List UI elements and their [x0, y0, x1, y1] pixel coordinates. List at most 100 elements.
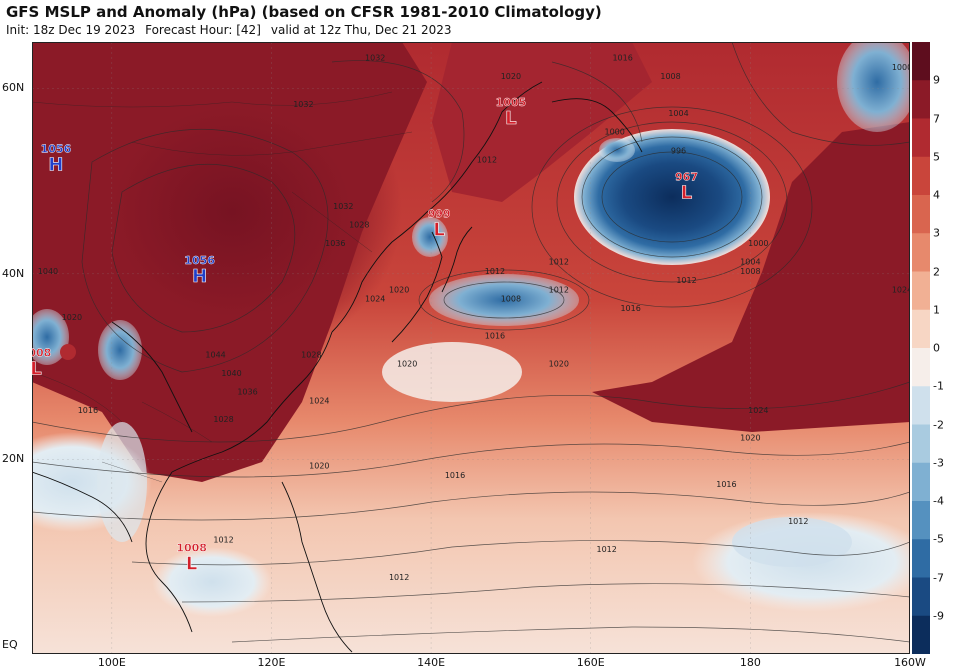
- pressure-center-value: 1008: [176, 541, 207, 554]
- isobar-label: 1008: [740, 267, 760, 276]
- isobar-label: 1016: [612, 54, 632, 63]
- pressure-center-value: 1056: [184, 254, 215, 267]
- isobar-label: 1012: [549, 285, 569, 294]
- colorbar-tick-label: 2: [933, 265, 940, 278]
- isobar-label: 1012: [788, 517, 808, 526]
- isobar-label: 1020: [62, 313, 82, 322]
- colorbar-segment: [912, 462, 930, 502]
- pressure-center-value: 1056: [41, 143, 72, 156]
- longitude-label: 140E: [417, 656, 446, 669]
- isobar-label: 1028: [301, 350, 321, 359]
- colorbar-segment: [912, 424, 930, 464]
- chart-subtitle: Init: 18z Dec 19 2023 Forecast Hour: [42]…: [6, 23, 462, 37]
- colorbar-tick-label: -2: [933, 418, 944, 431]
- isobar-label: 1020: [501, 72, 521, 81]
- colorbar-segment: [912, 539, 930, 578]
- colorbar-segment: [912, 271, 930, 311]
- isobar-label: 1012: [477, 156, 497, 165]
- isobar-label: 1016: [445, 471, 465, 480]
- isobar-label: 1040: [221, 369, 241, 378]
- isobar-label: 1008: [501, 295, 521, 304]
- isobar-label: 1000: [604, 128, 624, 137]
- isobar-label: 1012: [389, 573, 409, 582]
- longitude-label: 120E: [257, 656, 286, 669]
- colorbar-tick-label: -5: [933, 532, 944, 546]
- isobar-label: 1040: [38, 267, 58, 276]
- isobar-label: 1004: [740, 258, 760, 267]
- colorbar-segment: [912, 42, 930, 81]
- isobar-label: 1016: [485, 332, 505, 341]
- bering-anomaly: [432, 42, 652, 202]
- high-pressure-symbol: H: [192, 266, 207, 287]
- isobar-label: 1036: [325, 239, 345, 248]
- isobar-label: 1024: [748, 406, 768, 415]
- colorbar-tick-label: 5: [933, 150, 940, 164]
- isobar-label: 1024: [309, 397, 329, 406]
- colorbar-tick-label: 9: [933, 73, 940, 87]
- isobar-label: 1016: [620, 304, 640, 313]
- colorbar-segment: [912, 195, 930, 234]
- isobar-label: 1020: [309, 462, 329, 471]
- isobar-label: 1012: [597, 545, 617, 554]
- chart-title: GFS MSLP and Anomaly (hPa) (based on CFS…: [6, 3, 602, 21]
- colorbar-tick-label: 4: [933, 188, 940, 202]
- colorbar-tick-label: 1: [933, 303, 940, 317]
- high-pressure-symbol: H: [48, 155, 63, 176]
- colorbar-segment: [912, 501, 930, 540]
- isobar-label: 1032: [365, 54, 385, 63]
- low-pressure-symbol: L: [433, 219, 444, 240]
- isobar-label: 1024: [892, 285, 910, 294]
- latitude-label: EQ: [2, 637, 18, 651]
- colorbar-tick-label: -4: [933, 494, 944, 508]
- colorbar-segment: [912, 80, 930, 119]
- pressure-center-value: 1005: [496, 96, 527, 109]
- colorbar-tick-label: 7: [933, 112, 940, 125]
- colorbar-tick-label: -3: [933, 456, 944, 470]
- valid-time: valid at 12z Thu, Dec 21 2023: [270, 23, 452, 37]
- borders: [32, 91, 413, 483]
- isobar-label: 1000: [748, 239, 768, 248]
- colorbar-segment: [912, 118, 930, 158]
- isobar-label: 1020: [740, 434, 760, 443]
- latitude-label: 40N: [2, 266, 25, 280]
- isobar-label: 1012: [485, 267, 505, 276]
- pressure-center-value: 1008: [32, 347, 51, 360]
- isobar-label: 1028: [213, 415, 233, 424]
- latitude-label: 20N: [2, 452, 25, 466]
- colorbar-segment: [912, 577, 930, 617]
- isobar-label: 1036: [237, 387, 257, 396]
- isobar-label: 1028: [349, 220, 369, 229]
- colorbar-tick-label: 0: [933, 341, 940, 355]
- isobar-label: 1012: [549, 258, 569, 267]
- colorbar-tick-label: -9: [933, 609, 944, 623]
- longitude-label: 160W: [894, 656, 926, 669]
- isobar-label: 1044: [205, 350, 225, 359]
- colorbar-segment: [912, 156, 930, 196]
- pressure-center-value: 967: [675, 170, 698, 183]
- longitude-label: 160E: [576, 656, 605, 669]
- isobar-label: 996: [671, 146, 686, 155]
- pacific-high-anomaly: [592, 122, 910, 432]
- isobar-label: 1020: [397, 360, 417, 369]
- isobar-label: 1016: [716, 480, 736, 489]
- pressure-center-value: 999: [428, 207, 451, 220]
- colorbar-segment: [912, 386, 930, 425]
- colorbar-segment: [912, 233, 930, 272]
- colorbar-segment: [912, 615, 930, 654]
- low-pressure-symbol: L: [681, 182, 692, 203]
- coastlines: [32, 81, 643, 653]
- colorbar-tick-label: 3: [933, 226, 940, 240]
- latitude-label: 60N: [2, 81, 25, 95]
- isobar-lines: [32, 42, 910, 643]
- longitude-label: 180: [739, 656, 761, 669]
- isobar-label: 1020: [389, 285, 409, 294]
- longitude-label: 100E: [97, 656, 126, 669]
- isobar-label: 1032: [333, 202, 353, 211]
- colorbar-tick-label: -7: [933, 571, 944, 584]
- isobar-label: 1012: [676, 276, 696, 285]
- init-time: Init: 18z Dec 19 2023: [6, 23, 136, 37]
- forecast-hour: Forecast Hour: [42]: [145, 23, 261, 37]
- low-pressure-symbol: L: [505, 108, 516, 129]
- colorbar-tick-label: -1: [933, 379, 944, 393]
- isobar-label: 1024: [365, 295, 385, 304]
